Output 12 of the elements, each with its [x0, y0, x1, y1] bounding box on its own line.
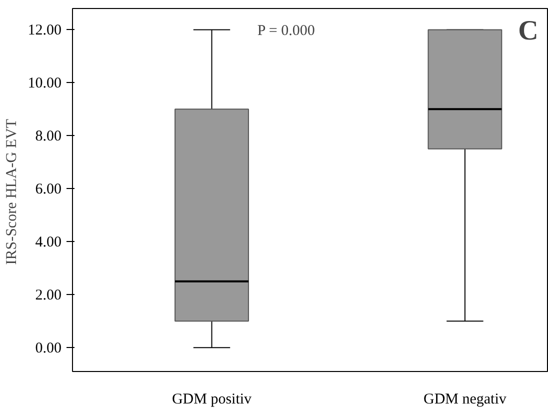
- annotation: P = 0.000: [257, 23, 315, 40]
- y-tick-label: 10.00: [28, 76, 62, 92]
- y-tick-label: 6.00: [35, 182, 62, 198]
- y-tick-label: 4.00: [35, 234, 62, 251]
- annotation: C: [518, 16, 538, 47]
- y-axis-title: IRS-Score HLA-G EVT: [4, 118, 20, 265]
- x-tick-label: GDM negativ: [423, 392, 507, 408]
- x-tick-label: GDM positiv: [172, 392, 252, 408]
- y-tick-label: 0.00: [35, 340, 62, 357]
- y-tick-label: 12.00: [28, 22, 62, 39]
- y-tick-label: 2.00: [35, 288, 62, 304]
- y-tick-label: 8.00: [35, 128, 62, 145]
